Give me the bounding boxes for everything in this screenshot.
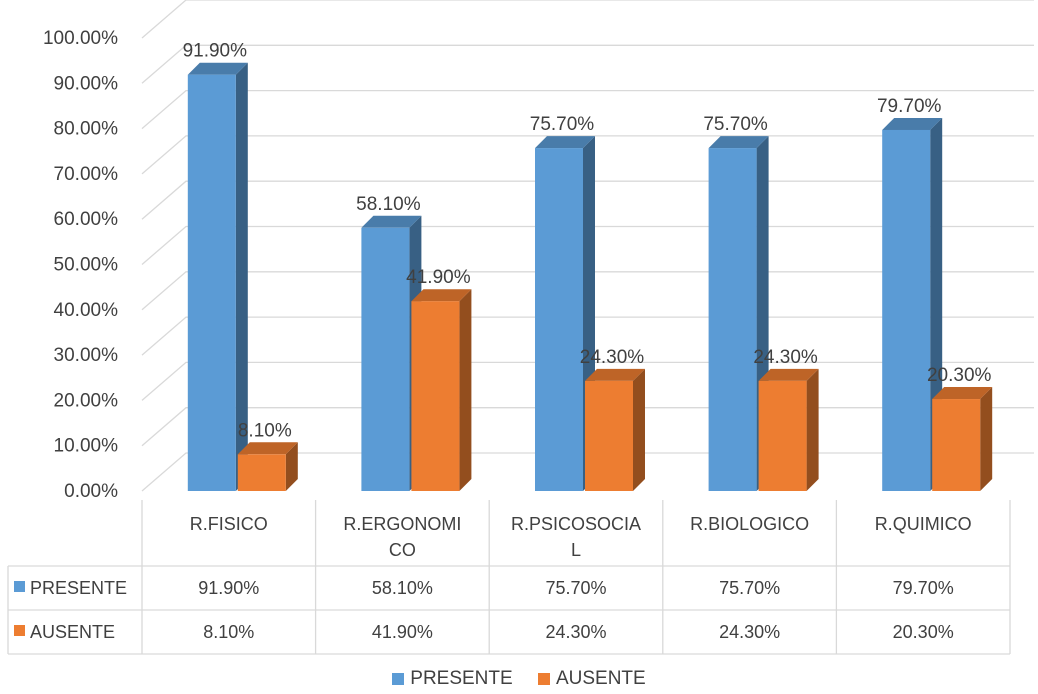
- legend-label-ausente: AUSENTE: [555, 668, 646, 689]
- y-tick-label: 90.00%: [54, 73, 119, 94]
- bar: [411, 289, 472, 491]
- bar: [237, 442, 298, 491]
- bar-top: [535, 136, 595, 149]
- y-tick-label: 0.00%: [64, 481, 118, 502]
- table-cell: 8.10%: [203, 622, 254, 642]
- data-labels: 91.90% 8.10% 58.10% 41.90% 75.70% 24.30% 75.70…: [183, 41, 992, 442]
- bar-front: [882, 129, 931, 492]
- bar-top: [361, 215, 422, 228]
- gridline: [141, 135, 1034, 175]
- table-cell: 75.70%: [545, 578, 606, 598]
- bar-top: [758, 368, 819, 381]
- data-label: 75.70%: [530, 114, 595, 135]
- bar-front: [411, 301, 460, 491]
- bar-front: [535, 148, 583, 492]
- data-table: R.FISICO R.ERGONOMI CO R.PSICOSOCIA L R.BIOLO…: [7, 500, 1011, 655]
- gridline: [141, 44, 1034, 84]
- legend: PRESENTE AUSENTE: [0, 668, 1038, 691]
- table-row-header: AUSENTE: [30, 622, 115, 642]
- table-cell: 24.30%: [719, 622, 780, 642]
- y-tick-label: 50.00%: [54, 255, 119, 276]
- data-label: 79.70%: [877, 96, 942, 117]
- bar-top: [882, 117, 943, 130]
- bar-top: [932, 387, 993, 400]
- legend-swatch-presente: [392, 673, 405, 685]
- table-cell: 20.30%: [893, 622, 954, 642]
- y-tick-label: 10.00%: [54, 436, 119, 457]
- bar-side: [235, 62, 248, 492]
- data-label: 24.30%: [753, 347, 818, 368]
- table-row-header: PRESENTE: [30, 578, 127, 598]
- bar-side: [806, 368, 819, 491]
- data-label: 58.10%: [356, 194, 421, 215]
- y-axis: 0.00% 10.00% 20.00% 30.00% 40.00% 50.00% 60.00…: [43, 28, 118, 502]
- category-label: R.BIOLOGICO: [690, 514, 809, 534]
- y-tick-label: 40.00%: [54, 300, 119, 321]
- data-label: 91.90%: [183, 41, 248, 62]
- bar: [187, 62, 248, 492]
- y-tick-label: 30.00%: [54, 345, 119, 366]
- legend-label-presente: PRESENTE: [410, 668, 513, 689]
- data-label: 20.30%: [927, 365, 992, 386]
- bar-top: [187, 62, 248, 75]
- bars: [187, 62, 993, 492]
- bar-front: [932, 399, 981, 491]
- table-cell: 91.90%: [198, 578, 259, 598]
- bar-side: [285, 442, 298, 491]
- gridline: [141, 0, 1034, 39]
- bar-top: [411, 289, 472, 302]
- category-label: R.FISICO: [190, 514, 268, 534]
- bar-side: [980, 387, 993, 491]
- bar-top: [585, 368, 645, 381]
- bar-side: [459, 289, 472, 491]
- data-label: 75.70%: [703, 114, 768, 135]
- category-label: L: [571, 540, 581, 560]
- table-legend-key: [14, 625, 25, 636]
- bar-side: [633, 368, 645, 491]
- bar-front: [237, 454, 286, 491]
- category-label: R.ERGONOMI: [343, 514, 461, 534]
- legend-item-presente: PRESENTE: [392, 668, 513, 690]
- table-cell: 75.70%: [719, 578, 780, 598]
- bar-front: [708, 148, 757, 492]
- y-tick-label: 80.00%: [54, 119, 119, 140]
- bar-front: [758, 380, 807, 491]
- bar: [882, 117, 943, 492]
- bar-front: [361, 227, 410, 491]
- bar: [758, 368, 819, 491]
- category-label: CO: [389, 540, 416, 560]
- category-label: R.PSICOSOCIA: [511, 514, 641, 534]
- y-tick-label: 70.00%: [54, 164, 119, 185]
- table-cell: 58.10%: [372, 578, 433, 598]
- legend-swatch-ausente: [537, 673, 550, 685]
- data-label: 8.10%: [238, 420, 292, 441]
- gridline: [141, 89, 1034, 130]
- bar-top: [237, 442, 298, 455]
- y-tick-label: 60.00%: [54, 209, 119, 230]
- bar-front: [187, 74, 236, 492]
- table-cell: 24.30%: [545, 622, 606, 642]
- table-cell: 79.70%: [893, 578, 954, 598]
- legend-item-ausente: AUSENTE: [537, 668, 646, 690]
- data-label: 24.30%: [580, 347, 645, 368]
- bar-front: [585, 380, 633, 491]
- bar: [535, 136, 595, 492]
- chart: 0.00% 10.00% 20.00% 30.00% 40.00% 50.00% 60.00…: [7, 0, 1034, 655]
- data-label: 41.90%: [406, 267, 471, 288]
- y-tick-label: 20.00%: [54, 390, 119, 411]
- gridlines: [141, 0, 1034, 492]
- y-tick-label: 100.00%: [43, 28, 118, 49]
- bar-top: [708, 136, 769, 149]
- bar: [932, 387, 993, 491]
- table-legend-key: [14, 581, 25, 592]
- category-label: R.QUIMICO: [875, 514, 972, 534]
- table-cell: 41.90%: [372, 622, 433, 642]
- bar: [585, 368, 645, 491]
